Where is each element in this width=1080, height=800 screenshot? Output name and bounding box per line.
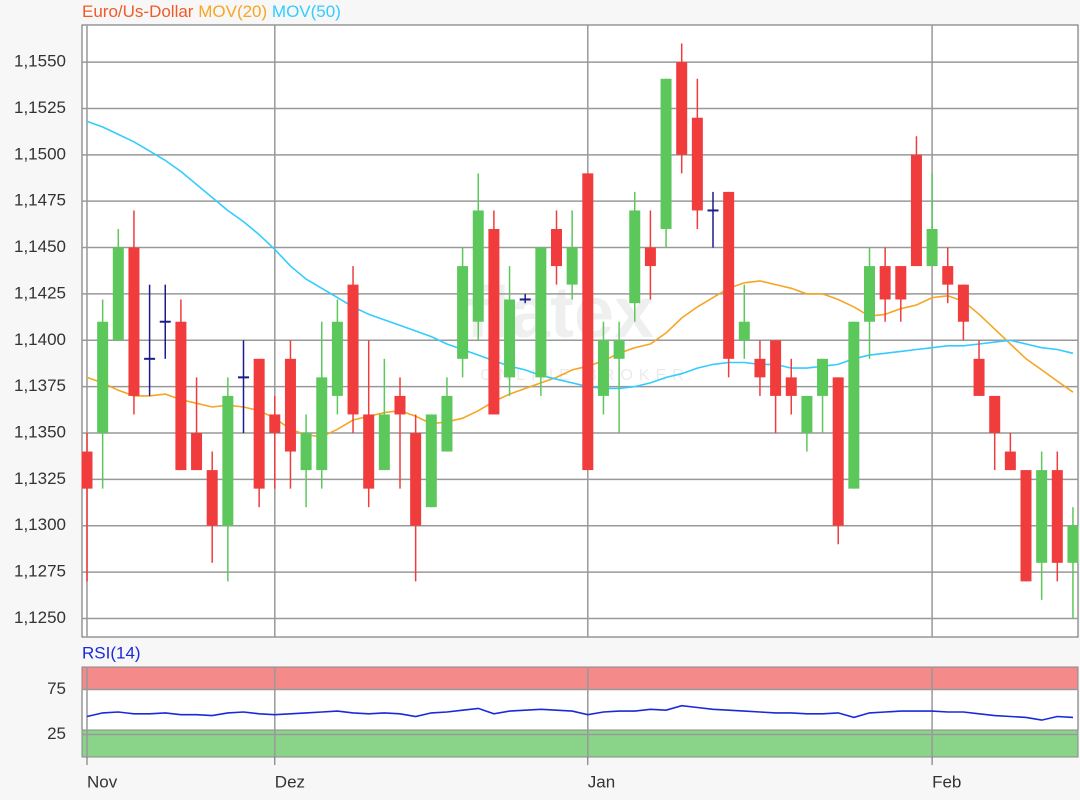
candle-body: [848, 321, 860, 489]
y-tick-label: 1,1500: [14, 144, 66, 163]
candle-body: [425, 414, 437, 508]
candle-body: [691, 117, 703, 211]
candle-body: [597, 340, 609, 396]
series-line: [86, 280, 1074, 438]
legend: Euro/Us-Dollar MOV(20) MOV(50): [82, 2, 341, 21]
candle-body: [942, 266, 954, 285]
candle-body: [504, 299, 516, 378]
candle-body: [551, 229, 562, 267]
candle-body: [785, 377, 797, 396]
legend-entry: Euro/Us-Dollar: [82, 2, 194, 21]
legend-entry: MOV(50): [272, 2, 341, 21]
candle-body: [284, 358, 296, 452]
candle-body: [957, 284, 969, 322]
candle-body: [191, 433, 203, 471]
candle-body: [378, 414, 390, 471]
candle-body: [644, 247, 656, 267]
y-tick-label: 75: [47, 679, 66, 698]
candle-body: [1051, 470, 1063, 563]
candle-body: [316, 377, 328, 471]
candle-body: [331, 321, 343, 396]
x-tick-label: Feb: [932, 772, 961, 791]
y-tick-label: 25: [47, 724, 66, 743]
legend-entry: MOV(20): [198, 2, 267, 21]
candle-body: [582, 173, 594, 471]
series-line: [86, 704, 1074, 721]
candle-body: [269, 414, 281, 433]
candle-body: [488, 229, 500, 415]
rsi-zone: [81, 666, 1079, 690]
candle-body: [926, 229, 938, 267]
candle-body: [394, 395, 406, 415]
candle-body: [832, 377, 844, 526]
candle-body: [754, 358, 766, 378]
x-tick-label: Nov: [87, 772, 118, 791]
y-tick-label: 1,1550: [14, 52, 66, 71]
candle-body: [895, 266, 907, 300]
candle-body: [175, 321, 187, 471]
candle-body: [300, 433, 312, 471]
candle-body: [253, 358, 265, 489]
candle-body: [81, 451, 93, 489]
candle-body: [629, 210, 641, 304]
y-tick-label: 1,1250: [14, 608, 66, 627]
price-plot: [81, 24, 1079, 638]
rsi-label: RSI(14): [82, 643, 141, 662]
candle-body: [206, 470, 218, 526]
candle-body: [222, 395, 234, 526]
candle-body: [676, 62, 688, 155]
candle-body: [128, 247, 140, 396]
candle-body: [363, 414, 375, 489]
candle-body: [566, 247, 578, 285]
y-tick-label: 1,1325: [14, 469, 66, 488]
candle-body: [410, 433, 422, 526]
candle-body: [97, 321, 109, 433]
candle-body: [801, 395, 813, 433]
candle-body: [1020, 470, 1032, 582]
candle-body: [817, 358, 829, 396]
y-tick-label: 1,1300: [14, 515, 66, 534]
candle-body: [973, 358, 985, 396]
candle-body: [738, 321, 750, 341]
x-tick-label: Dez: [275, 772, 305, 791]
candle-body: [723, 191, 735, 359]
candle-body: [989, 395, 1001, 433]
y-tick-label: 1,1275: [14, 562, 66, 581]
candle-body: [660, 78, 672, 229]
candle-body: [347, 284, 359, 415]
y-tick-label: 1,1375: [14, 376, 66, 395]
series-line: [86, 120, 1074, 390]
y-tick-label: 1,1475: [14, 191, 66, 210]
x-tick-label: Jan: [588, 772, 615, 791]
candle-body: [472, 210, 484, 322]
y-tick-label: 1,1450: [14, 237, 66, 256]
candle-body: [1004, 451, 1016, 471]
candle-body: [457, 266, 469, 359]
candle-body: [613, 340, 625, 359]
candle-body: [770, 340, 782, 396]
y-tick-label: 1,1525: [14, 98, 66, 117]
candle-body: [112, 247, 124, 341]
candle-body: [910, 154, 922, 267]
y-tick-label: 1,1350: [14, 422, 66, 441]
candle-body: [864, 266, 875, 322]
candle-body: [879, 266, 891, 300]
y-tick-label: 1,1400: [14, 330, 66, 349]
candle-body: [1067, 525, 1079, 563]
candle-body: [1036, 470, 1048, 563]
y-tick-label: 1,1425: [14, 283, 66, 302]
candle-body: [535, 247, 547, 378]
candle-body: [441, 395, 453, 452]
